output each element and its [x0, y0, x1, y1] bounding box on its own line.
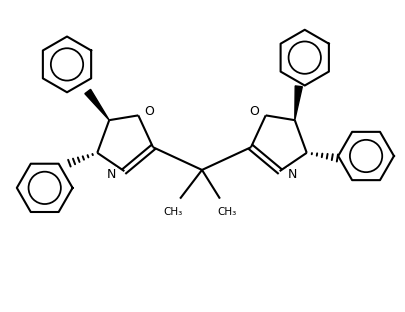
Text: CH₃: CH₃	[163, 207, 182, 217]
Text: CH₃: CH₃	[217, 207, 236, 217]
Text: N: N	[287, 168, 296, 181]
Text: O: O	[249, 105, 259, 118]
Polygon shape	[294, 86, 302, 120]
Polygon shape	[85, 89, 109, 120]
Text: N: N	[107, 168, 116, 181]
Text: O: O	[144, 105, 154, 118]
